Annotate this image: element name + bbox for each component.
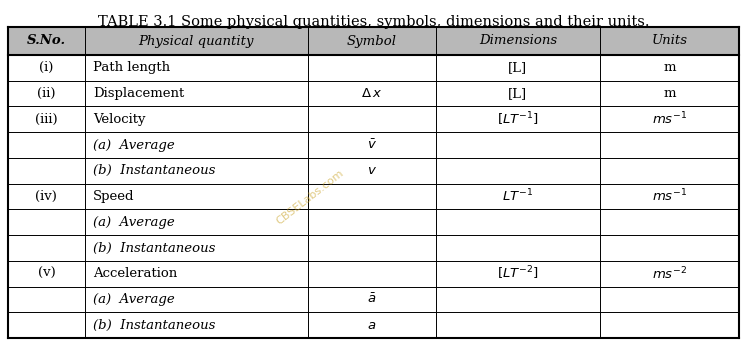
- Text: CBSELabs.com: CBSELabs.com: [274, 168, 346, 226]
- Bar: [8, 261, 739, 287]
- Text: (i): (i): [39, 61, 54, 75]
- Text: $a$: $a$: [367, 319, 376, 332]
- Bar: [8, 27, 739, 55]
- Bar: [8, 55, 739, 81]
- Bar: [8, 158, 739, 184]
- Bar: [8, 312, 739, 338]
- Text: (a)  Average: (a) Average: [93, 139, 175, 151]
- Text: $v$: $v$: [367, 164, 376, 177]
- Text: Speed: Speed: [93, 190, 134, 203]
- Text: Symbol: Symbol: [347, 34, 397, 48]
- Text: [L]: [L]: [508, 87, 527, 100]
- Text: $ms^{-2}$: $ms^{-2}$: [652, 265, 687, 282]
- Text: Units: Units: [651, 34, 687, 48]
- Text: $\bar{a}$: $\bar{a}$: [367, 293, 376, 306]
- Bar: [8, 209, 739, 235]
- Text: (iii): (iii): [35, 113, 58, 126]
- Text: m: m: [663, 87, 676, 100]
- Text: S.No.: S.No.: [27, 34, 66, 48]
- Text: (ii): (ii): [37, 87, 55, 100]
- Text: Velocity: Velocity: [93, 113, 145, 126]
- Text: $[LT^{-1}]$: $[LT^{-1}]$: [497, 110, 539, 128]
- Text: Physical quantity: Physical quantity: [138, 34, 254, 48]
- Text: $[LT^{-2}]$: $[LT^{-2}]$: [497, 265, 539, 283]
- Text: (b)  Instantaneous: (b) Instantaneous: [93, 164, 215, 177]
- Text: (a)  Average: (a) Average: [93, 216, 175, 229]
- Text: (iv): (iv): [35, 190, 58, 203]
- Bar: [8, 132, 739, 158]
- Text: Path length: Path length: [93, 61, 170, 75]
- Text: (a)  Average: (a) Average: [93, 293, 175, 306]
- Bar: [8, 184, 739, 209]
- Bar: [8, 235, 739, 261]
- Text: [L]: [L]: [508, 61, 527, 75]
- Text: (b)  Instantaneous: (b) Instantaneous: [93, 319, 215, 332]
- Text: (v): (v): [37, 267, 55, 280]
- Text: $\bar{v}$: $\bar{v}$: [367, 138, 376, 152]
- Text: m: m: [663, 61, 676, 75]
- Bar: [8, 287, 739, 312]
- Bar: [8, 81, 739, 107]
- Bar: [8, 107, 739, 132]
- Text: $LT^{-1}$: $LT^{-1}$: [502, 188, 533, 205]
- Text: TABLE 3.1 Some physical quantities, symbols, dimensions and their units.: TABLE 3.1 Some physical quantities, symb…: [98, 15, 649, 29]
- Text: $\Delta\, x$: $\Delta\, x$: [361, 87, 382, 100]
- Text: Displacement: Displacement: [93, 87, 184, 100]
- Text: $ms^{-1}$: $ms^{-1}$: [652, 111, 687, 128]
- Text: (b)  Instantaneous: (b) Instantaneous: [93, 241, 215, 255]
- Text: Dimensions: Dimensions: [479, 34, 557, 48]
- Text: Acceleration: Acceleration: [93, 267, 177, 280]
- Text: $ms^{-1}$: $ms^{-1}$: [652, 188, 687, 205]
